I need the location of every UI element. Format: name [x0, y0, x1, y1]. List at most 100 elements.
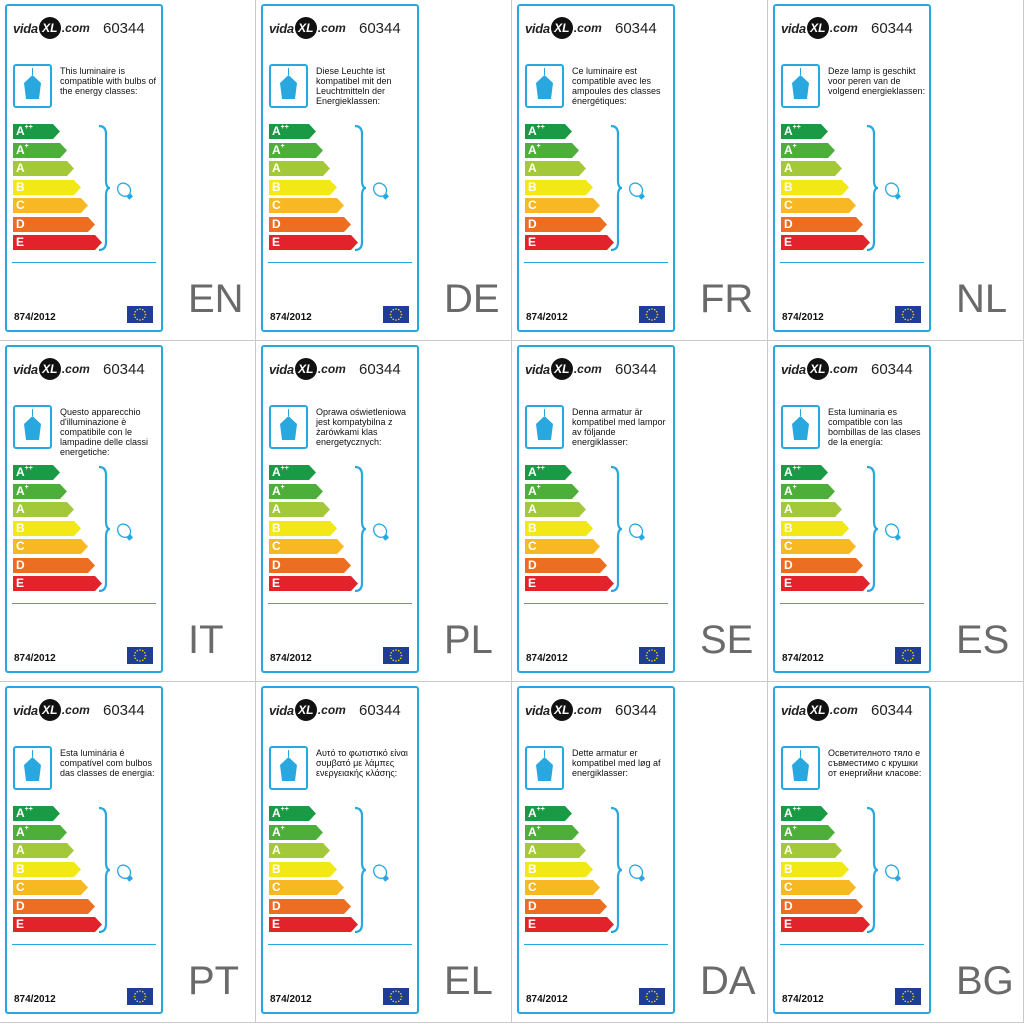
- eu-flag-icon: [383, 988, 409, 1005]
- eu-flag-icon: [639, 306, 665, 323]
- eu-star: [390, 992, 393, 995]
- energy-class-bar: A: [525, 502, 587, 517]
- eu-star: [139, 319, 141, 321]
- compatibility-text: Diese Leuchte ist kompatibel mit den Leu…: [316, 66, 392, 106]
- eu-star: [134, 998, 137, 1001]
- eu-star: [904, 308, 907, 311]
- logo-text-right: .com: [829, 362, 858, 376]
- energy-class-letter: A++: [272, 465, 289, 479]
- eu-star: [134, 657, 137, 660]
- eu-star: [902, 998, 905, 1001]
- eu-star: [392, 659, 395, 662]
- language-code: DE: [444, 277, 500, 321]
- article-number: 60344: [359, 20, 401, 37]
- logo-text-left: vida: [269, 361, 294, 377]
- energy-class-letter: E: [16, 235, 25, 249]
- energy-class-letter: B: [16, 520, 25, 535]
- eu-flag-icon: [383, 306, 409, 323]
- label-cell-pt: vida XL .com 60344 Esta luminária é compat…: [0, 682, 256, 1023]
- energy-class-bar: A++: [269, 124, 317, 139]
- vidaxl-logo: vida XL .com: [13, 358, 90, 380]
- energy-class-bar: B: [525, 861, 594, 877]
- curly-brace-icon: [98, 124, 111, 252]
- logo-text-right: .com: [573, 21, 602, 35]
- compatibility-text: Ce luminaire est compatible avec les amp…: [572, 66, 661, 106]
- eu-star: [141, 308, 144, 311]
- article-number: 60344: [871, 20, 913, 37]
- compatibility-text: Осветителното тяло е съвместимо с крушки…: [828, 748, 922, 778]
- energy-class-letter: A: [784, 502, 793, 516]
- article-number: 60344: [103, 20, 145, 37]
- energy-class-bar: E: [269, 235, 359, 250]
- energy-class-bar: A+: [781, 142, 836, 158]
- energy-class-bar: A: [781, 843, 843, 858]
- eu-star: [655, 998, 658, 1001]
- regulation-number: 874/2012: [270, 312, 312, 323]
- language-code: EL: [444, 959, 493, 1003]
- logo-text-left: vida: [13, 20, 38, 36]
- energy-label-card: vida XL .com 60344 Ce luminaire est compat…: [517, 4, 675, 332]
- eu-star: [912, 995, 915, 998]
- energy-class-bar: D: [525, 898, 608, 914]
- logo-text-left: vida: [269, 20, 294, 36]
- energy-class-bar: C: [525, 880, 601, 895]
- energy-class-bar: E: [525, 576, 615, 591]
- energy-class-letter: E: [272, 917, 281, 931]
- eu-star: [390, 316, 393, 319]
- compatibility-text: Esta luminaria es compatible con las bom…: [828, 407, 921, 447]
- eu-star: [390, 651, 393, 654]
- energy-class-letter: D: [16, 216, 25, 231]
- divider-top: [780, 944, 924, 945]
- energy-class-letter: A++: [528, 465, 545, 479]
- logo-text-left: vida: [525, 702, 550, 718]
- eu-star: [909, 649, 912, 652]
- vidaxl-logo: vida XL .com: [269, 358, 346, 380]
- energy-class-letter: A++: [784, 465, 801, 479]
- article-number: 60344: [359, 361, 401, 378]
- compatibility-text: This luminaire is compatible with bulbs …: [60, 66, 157, 96]
- label-cell-se: vida XL .com 60344 Denna armatur är kompat…: [512, 341, 768, 682]
- energy-class-letter: E: [16, 917, 25, 931]
- energy-class-letter: A++: [272, 806, 289, 820]
- curly-brace-icon: [98, 465, 111, 593]
- label-cell-en: vida XL .com 60344 This luminaire is compa…: [0, 0, 256, 341]
- regulation-number: 874/2012: [270, 653, 312, 664]
- eu-star: [139, 660, 141, 662]
- energy-class-letter: D: [784, 216, 793, 231]
- eu-star: [901, 654, 904, 657]
- eu-star: [136, 318, 139, 321]
- eu-star: [911, 657, 914, 660]
- logo-text-right: .com: [61, 703, 90, 717]
- label-cell-es: vida XL .com 60344 Esta luminaria es compa…: [768, 341, 1024, 682]
- energy-class-letter: A+: [16, 483, 29, 498]
- eu-star: [653, 318, 656, 321]
- energy-class-letter: B: [272, 861, 281, 876]
- eu-star: [653, 1000, 656, 1003]
- regulation-number: 874/2012: [14, 994, 56, 1005]
- article-number: 60344: [359, 702, 401, 719]
- logo-xl-badge: XL: [38, 699, 61, 721]
- eu-star: [143, 998, 146, 1001]
- eu-star: [656, 313, 659, 316]
- logo-text-left: vida: [525, 361, 550, 377]
- energy-class-letter: A+: [272, 824, 285, 839]
- eu-flag-icon: [127, 306, 153, 323]
- energy-class-bar: C: [781, 198, 857, 213]
- eu-star: [909, 990, 912, 993]
- energy-label-card: vida XL .com 60344 Αυτό το φωτιστικό είναι…: [261, 686, 419, 1014]
- logo-xl-badge: XL: [294, 17, 317, 39]
- energy-class-letter: B: [784, 520, 793, 535]
- eu-star: [656, 995, 659, 998]
- energy-class-bar: B: [269, 179, 338, 195]
- logo-text-right: .com: [829, 21, 858, 35]
- eu-star: [392, 649, 395, 652]
- eu-star: [389, 995, 392, 998]
- eu-star: [392, 990, 395, 993]
- energy-class-bar: A: [269, 161, 331, 176]
- energy-class-letter: A: [272, 502, 281, 516]
- energy-label-card: vida XL .com 60344 Oprawa oświetleniowa je…: [261, 345, 419, 673]
- energy-class-bar: D: [13, 898, 96, 914]
- energy-class-letter: B: [16, 861, 25, 876]
- eu-star: [907, 660, 909, 662]
- eu-star: [134, 310, 137, 313]
